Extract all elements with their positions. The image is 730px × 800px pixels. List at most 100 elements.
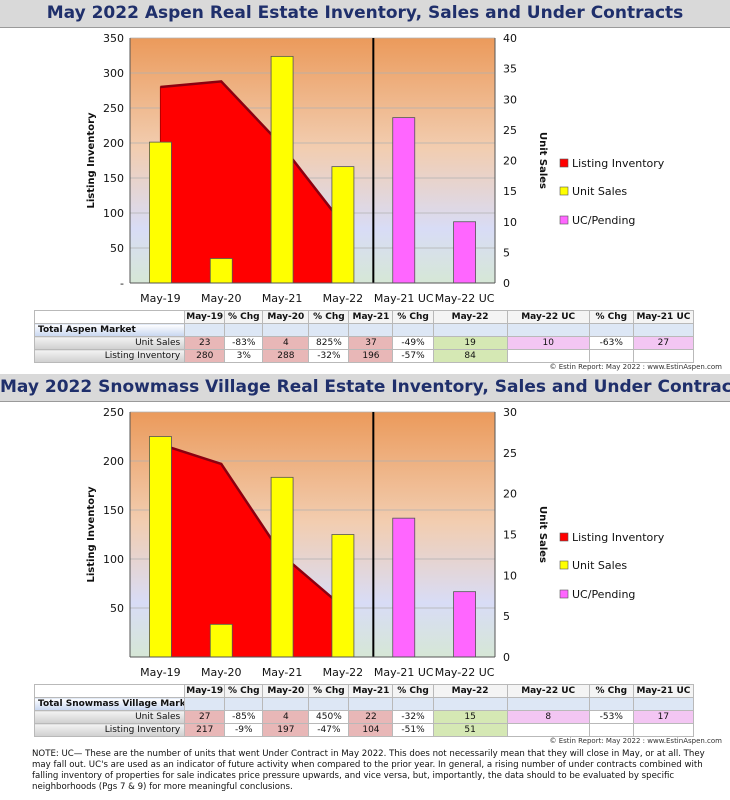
unit-sales-bar [331, 534, 355, 658]
legend-label: UC/Pending [572, 588, 635, 601]
legend-swatch [559, 215, 569, 225]
market-row-cell [432, 323, 508, 337]
table-cell: 8 [506, 710, 590, 724]
unit-sales-bar [209, 623, 233, 658]
uc-note: NOTE: UC— These are the number of units … [32, 749, 705, 792]
legend-label: Listing Inventory [572, 157, 665, 170]
y2-tick-label: 15 [503, 185, 517, 198]
y2-tick-label: 10 [503, 569, 517, 582]
y-tick-label: 250 [103, 102, 124, 115]
table-cell: 4 [262, 336, 310, 350]
y2-tick-label: 15 [503, 529, 517, 542]
y-tick-label: 50 [110, 242, 124, 255]
market-row-cell [588, 323, 634, 337]
legend-label: Unit Sales [572, 559, 627, 572]
x-tick-label: May-21 UC [374, 292, 434, 305]
uc-pending-bar [453, 221, 476, 284]
table-corner [33, 310, 186, 324]
table-cell: -57% [392, 349, 434, 363]
column-header: May-21 [348, 310, 394, 324]
table-cell: 104 [348, 723, 394, 737]
table-corner [33, 684, 186, 698]
table-cell: 27 [184, 710, 226, 724]
column-header: % Chg [308, 684, 350, 698]
column-header: May-21 UC [632, 310, 695, 324]
y2-tick-label: 20 [503, 488, 517, 501]
y-tick-label: 300 [103, 67, 124, 80]
table-cell: 217 [184, 723, 226, 737]
table-cell: -9% [224, 723, 264, 737]
table-cell: -53% [588, 710, 634, 724]
snowmass-credit: © Estin Report: May 2022 : www.EstinAspe… [549, 737, 722, 745]
y-tick-label: 350 [103, 32, 124, 45]
y2-tick-label: 5 [503, 246, 510, 259]
x-tick-label: May-20 [201, 666, 242, 679]
unit-sales-bar [149, 436, 172, 658]
market-row-cell [632, 697, 695, 711]
legend-swatch [559, 186, 569, 196]
legend-swatch [559, 532, 569, 542]
table-cell: 84 [432, 349, 508, 363]
table-cell: 15 [432, 710, 508, 724]
uc-pending-bar [453, 591, 476, 658]
table-cell: -63% [588, 336, 634, 350]
listing-inventory-ridge [160, 80, 344, 225]
snowmass-data-table: May-19% Chg May-20% Chg May-21% Chg May-22 M… [33, 684, 695, 737]
column-header: % Chg [588, 310, 634, 324]
row-label: Listing Inventory [33, 723, 186, 737]
table-cell: -51% [392, 723, 434, 737]
y2-tick-label: 30 [503, 93, 517, 106]
table-cell: -49% [392, 336, 434, 350]
column-header: % Chg [224, 310, 264, 324]
y-tick-label: 150 [103, 504, 124, 517]
y2-tick-label: 0 [503, 277, 510, 290]
table-cell: -47% [308, 723, 350, 737]
table-cell: 825% [308, 336, 350, 350]
x-tick-label: May-21 [262, 292, 303, 305]
column-header: May-21 UC [632, 684, 695, 698]
table-cell: 3% [224, 349, 264, 363]
x-tick-label: May-22 [323, 666, 364, 679]
y-tick-label: 100 [103, 207, 124, 220]
column-header: May-22 UC [506, 310, 590, 324]
unit-sales-bar [331, 166, 355, 284]
table-cell: 17 [632, 710, 695, 724]
legend-swatch [559, 158, 569, 168]
x-tick-label: May-21 UC [374, 666, 434, 679]
aspen-data-table: May-19% Chg May-20% Chg May-21% Chg May-22 M… [33, 310, 695, 363]
aspen-chart-title: May 2022 Aspen Real Estate Inventory, Sa… [0, 0, 730, 28]
table-cell: -83% [224, 336, 264, 350]
market-row-cell [392, 323, 434, 337]
y-axis-title: Listing Inventory [86, 112, 97, 209]
unit-sales-bar [209, 258, 233, 284]
market-row-cell [348, 697, 394, 711]
aspen-credit: © Estin Report: May 2022 : www.EstinAspe… [549, 363, 722, 371]
unit-sales-bar [270, 55, 294, 284]
row-label: Unit Sales [33, 336, 186, 350]
table-cell: -32% [308, 349, 350, 363]
y2-tick-label: 10 [503, 216, 517, 229]
column-header: % Chg [392, 684, 434, 698]
table-cell: 280 [184, 349, 226, 363]
y2-tick-label: 25 [503, 447, 517, 460]
table-cell [632, 723, 695, 737]
table-cell: -32% [392, 710, 434, 724]
column-header: % Chg [308, 310, 350, 324]
column-header: May-19 [184, 310, 226, 324]
table-cell: 51 [432, 723, 508, 737]
x-tick-label: May-22 [323, 292, 364, 305]
table-cell [506, 723, 590, 737]
x-tick-label: May-22 UC [435, 292, 495, 305]
column-header: May-22 UC [506, 684, 590, 698]
table-cell [632, 349, 695, 363]
table-cell: 19 [432, 336, 508, 350]
market-row-cell [392, 697, 434, 711]
y-tick-label: - [120, 277, 124, 290]
y-tick-label: 200 [103, 137, 124, 150]
table-cell [588, 349, 634, 363]
unit-sales-bar [149, 141, 172, 284]
legend-swatch [559, 560, 569, 570]
x-tick-label: May-19 [140, 292, 181, 305]
table-cell: 37 [348, 336, 394, 350]
x-tick-label: May-21 [262, 666, 303, 679]
